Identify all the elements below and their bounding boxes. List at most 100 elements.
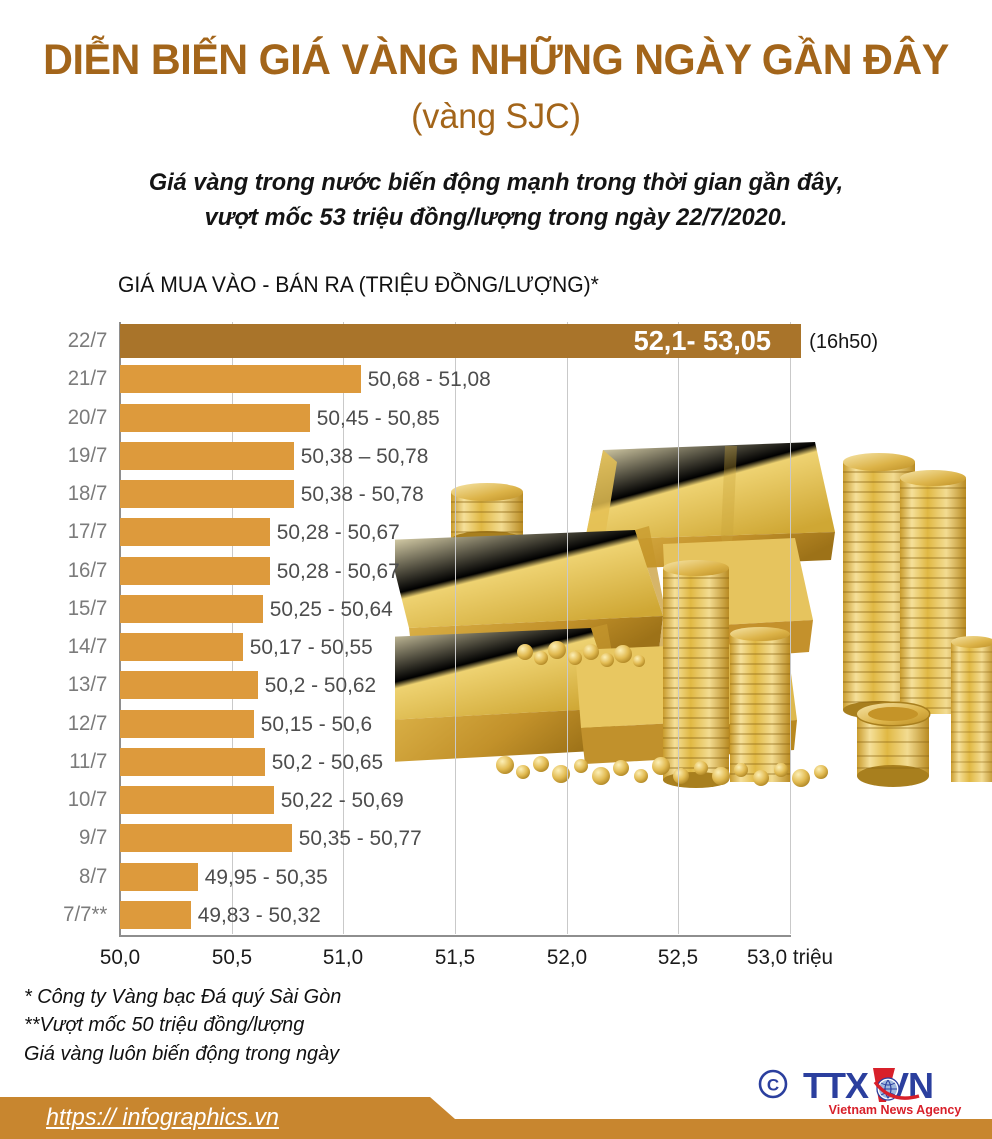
price-bar [120, 824, 292, 853]
copyright-icon: C [758, 1069, 788, 1099]
price-bar [120, 324, 802, 358]
day-label: 16/7 [67, 558, 108, 582]
price-bar [120, 556, 270, 585]
price-bar [120, 594, 263, 623]
lead-line-2: vượt mốc 53 triệu đồng/lượng trong ngày … [204, 203, 788, 231]
gridline [566, 322, 568, 934]
day-label-wrap: 7/7** [0, 896, 119, 934]
price-label: 50,28 - 50,67 [276, 558, 400, 583]
price-label: 50,68 - 51,08 [367, 367, 491, 392]
logo-tagline: Vietnam News Agency [829, 1103, 962, 1117]
lead-paragraph: Giá vàng trong nước biến động mạnh trong… [20, 166, 972, 236]
day-label-wrap: 8/7 [0, 858, 119, 896]
day-label-wrap: 12/7 [0, 705, 119, 743]
price-label: 50,2 - 50,62 [265, 673, 377, 698]
day-label-wrap: 17/7 [0, 513, 119, 551]
day-label-wrap: 13/7 [0, 666, 119, 704]
chart-row: 15/7 50,25 - 50,64 [0, 590, 992, 628]
day-label: 21/7 [67, 367, 108, 391]
footnote-3: Giá vàng luôn biến động trong ngày [24, 1041, 340, 1065]
day-label-wrap: 15/7 [0, 590, 119, 628]
x-tick-label: 51,0 [323, 945, 364, 969]
price-bar [120, 862, 199, 891]
chart-row: 7/7** 49,83 - 50,32 [0, 896, 992, 934]
day-label-wrap: 16/7 [0, 552, 119, 590]
lead-line-1: Giá vàng trong nước biến động mạnh trong… [148, 169, 844, 196]
day-label: 10/7 [67, 788, 108, 811]
chart-row: 8/7 49,95 - 50,35 [0, 858, 992, 896]
ttxvn-logo: C TTX VN Vietnam News Agency [758, 1065, 962, 1117]
svg-text:TTX: TTX [803, 1065, 869, 1106]
chart-row: 14/7 50,17 - 50,55 [0, 628, 992, 666]
gridline [343, 322, 345, 934]
page-subtitle: (vàng SJC) [411, 97, 581, 136]
footer-url-link[interactable]: https:// infographics.vn [46, 1104, 279, 1131]
day-label: 18/7 [67, 482, 108, 505]
day-label: 15/7 [67, 596, 108, 620]
gridline [455, 322, 456, 934]
chart-row: 20/7 50,45 - 50,85 [0, 399, 992, 437]
chart-row: 10/7 50,22 - 50,69 [0, 781, 992, 819]
price-label: 50,38 – 50,78 [300, 443, 429, 468]
day-label-wrap: 22/7 [0, 322, 119, 360]
day-label: 19/7 [67, 443, 108, 467]
day-label-wrap: 9/7 [0, 819, 119, 857]
price-label: 50,35 - 50,77 [298, 826, 422, 851]
gridline [678, 322, 680, 934]
price-label: 50,45 - 50,85 [316, 405, 440, 430]
x-tick-label: 52,0 [546, 945, 587, 969]
x-tick-label: 52,5 [658, 945, 699, 969]
chart-x-axis [119, 935, 791, 937]
price-bar [120, 633, 243, 661]
price-label: 50,22 - 50,69 [280, 788, 404, 812]
price-bar [120, 403, 310, 432]
chart-row: 9/7 50,35 - 50,77 [0, 819, 992, 857]
price-label: 50,17 - 50,55 [249, 635, 373, 659]
chart-row: 13/7 50,2 - 50,62 [0, 666, 992, 704]
day-label-wrap: 11/7 [0, 743, 119, 781]
footnotes: * Công ty Vàng bạc Đá quý Sài Gòn **Vượt… [24, 983, 341, 1068]
day-label: 12/7 [67, 711, 108, 735]
day-label: 13/7 [67, 673, 108, 697]
price-bar [120, 671, 259, 700]
gridline [231, 322, 233, 934]
day-label: 11/7 [69, 749, 108, 773]
chart-row: 11/7 50,2 - 50,65 [0, 743, 992, 781]
day-label: 9/7 [79, 826, 108, 850]
price-bar [120, 786, 275, 814]
page-title: DIỄN BIẾN GIÁ VÀNG NHỮNG NGÀY GẦN ĐÂY [43, 36, 949, 84]
price-bar [120, 441, 295, 470]
price-label: 50,38 - 50,78 [300, 482, 424, 506]
price-bar [120, 518, 270, 547]
price-label: 50,2 - 50,65 [271, 749, 384, 774]
day-label-wrap: 14/7 [0, 628, 119, 666]
day-label-wrap: 18/7 [0, 475, 119, 513]
chart-row: 18/7 50,38 - 50,78 [0, 475, 992, 513]
x-tick-label: 50,0 [99, 945, 141, 969]
chart-row: 21/7 50,68 - 51,08 [0, 360, 992, 398]
price-bar-chart: 22/7 52,1- 53,05 (16h50) 21/7 50,68 - 51,08 2… [0, 322, 992, 942]
chart-row: 17/7 50,28 - 50,67 [0, 513, 992, 551]
price-label: 49,95 - 50,35 [204, 864, 328, 889]
price-label: 52,1- 53,05 [633, 325, 772, 356]
chart-axis-title: GIÁ MUA VÀO - BÁN RA (TRIỆU ĐỒNG/LƯỢNG)* [118, 272, 599, 297]
svg-text:C: C [767, 1076, 779, 1095]
day-label-wrap: 10/7 [0, 781, 119, 819]
chart-row: 22/7 52,1- 53,05 (16h50) [0, 322, 992, 360]
footnote-2: **Vượt mốc 50 triệu đồng/lượng [24, 1013, 305, 1037]
day-label: 20/7 [67, 405, 108, 429]
day-label-wrap: 19/7 [0, 437, 119, 475]
x-tick-label: 50,5 [211, 945, 252, 969]
chart-row: 19/7 50,38 – 50,78 [0, 437, 992, 475]
price-label: 50,28 - 50,67 [276, 520, 400, 545]
price-bar [120, 480, 295, 508]
price-time-suffix: (16h50) [809, 331, 879, 353]
x-tick-label: 53,0 triệu [746, 945, 834, 969]
price-label: 50,25 - 50,64 [269, 596, 393, 621]
gridline [790, 322, 791, 934]
price-bar [120, 900, 192, 929]
chart-y-axis [119, 322, 121, 936]
chart-x-tick-labels: 50,0 50,5 51,0 51,5 52,0 52,5 53,0 triệu [0, 945, 992, 975]
day-label: 8/7 [79, 864, 108, 888]
